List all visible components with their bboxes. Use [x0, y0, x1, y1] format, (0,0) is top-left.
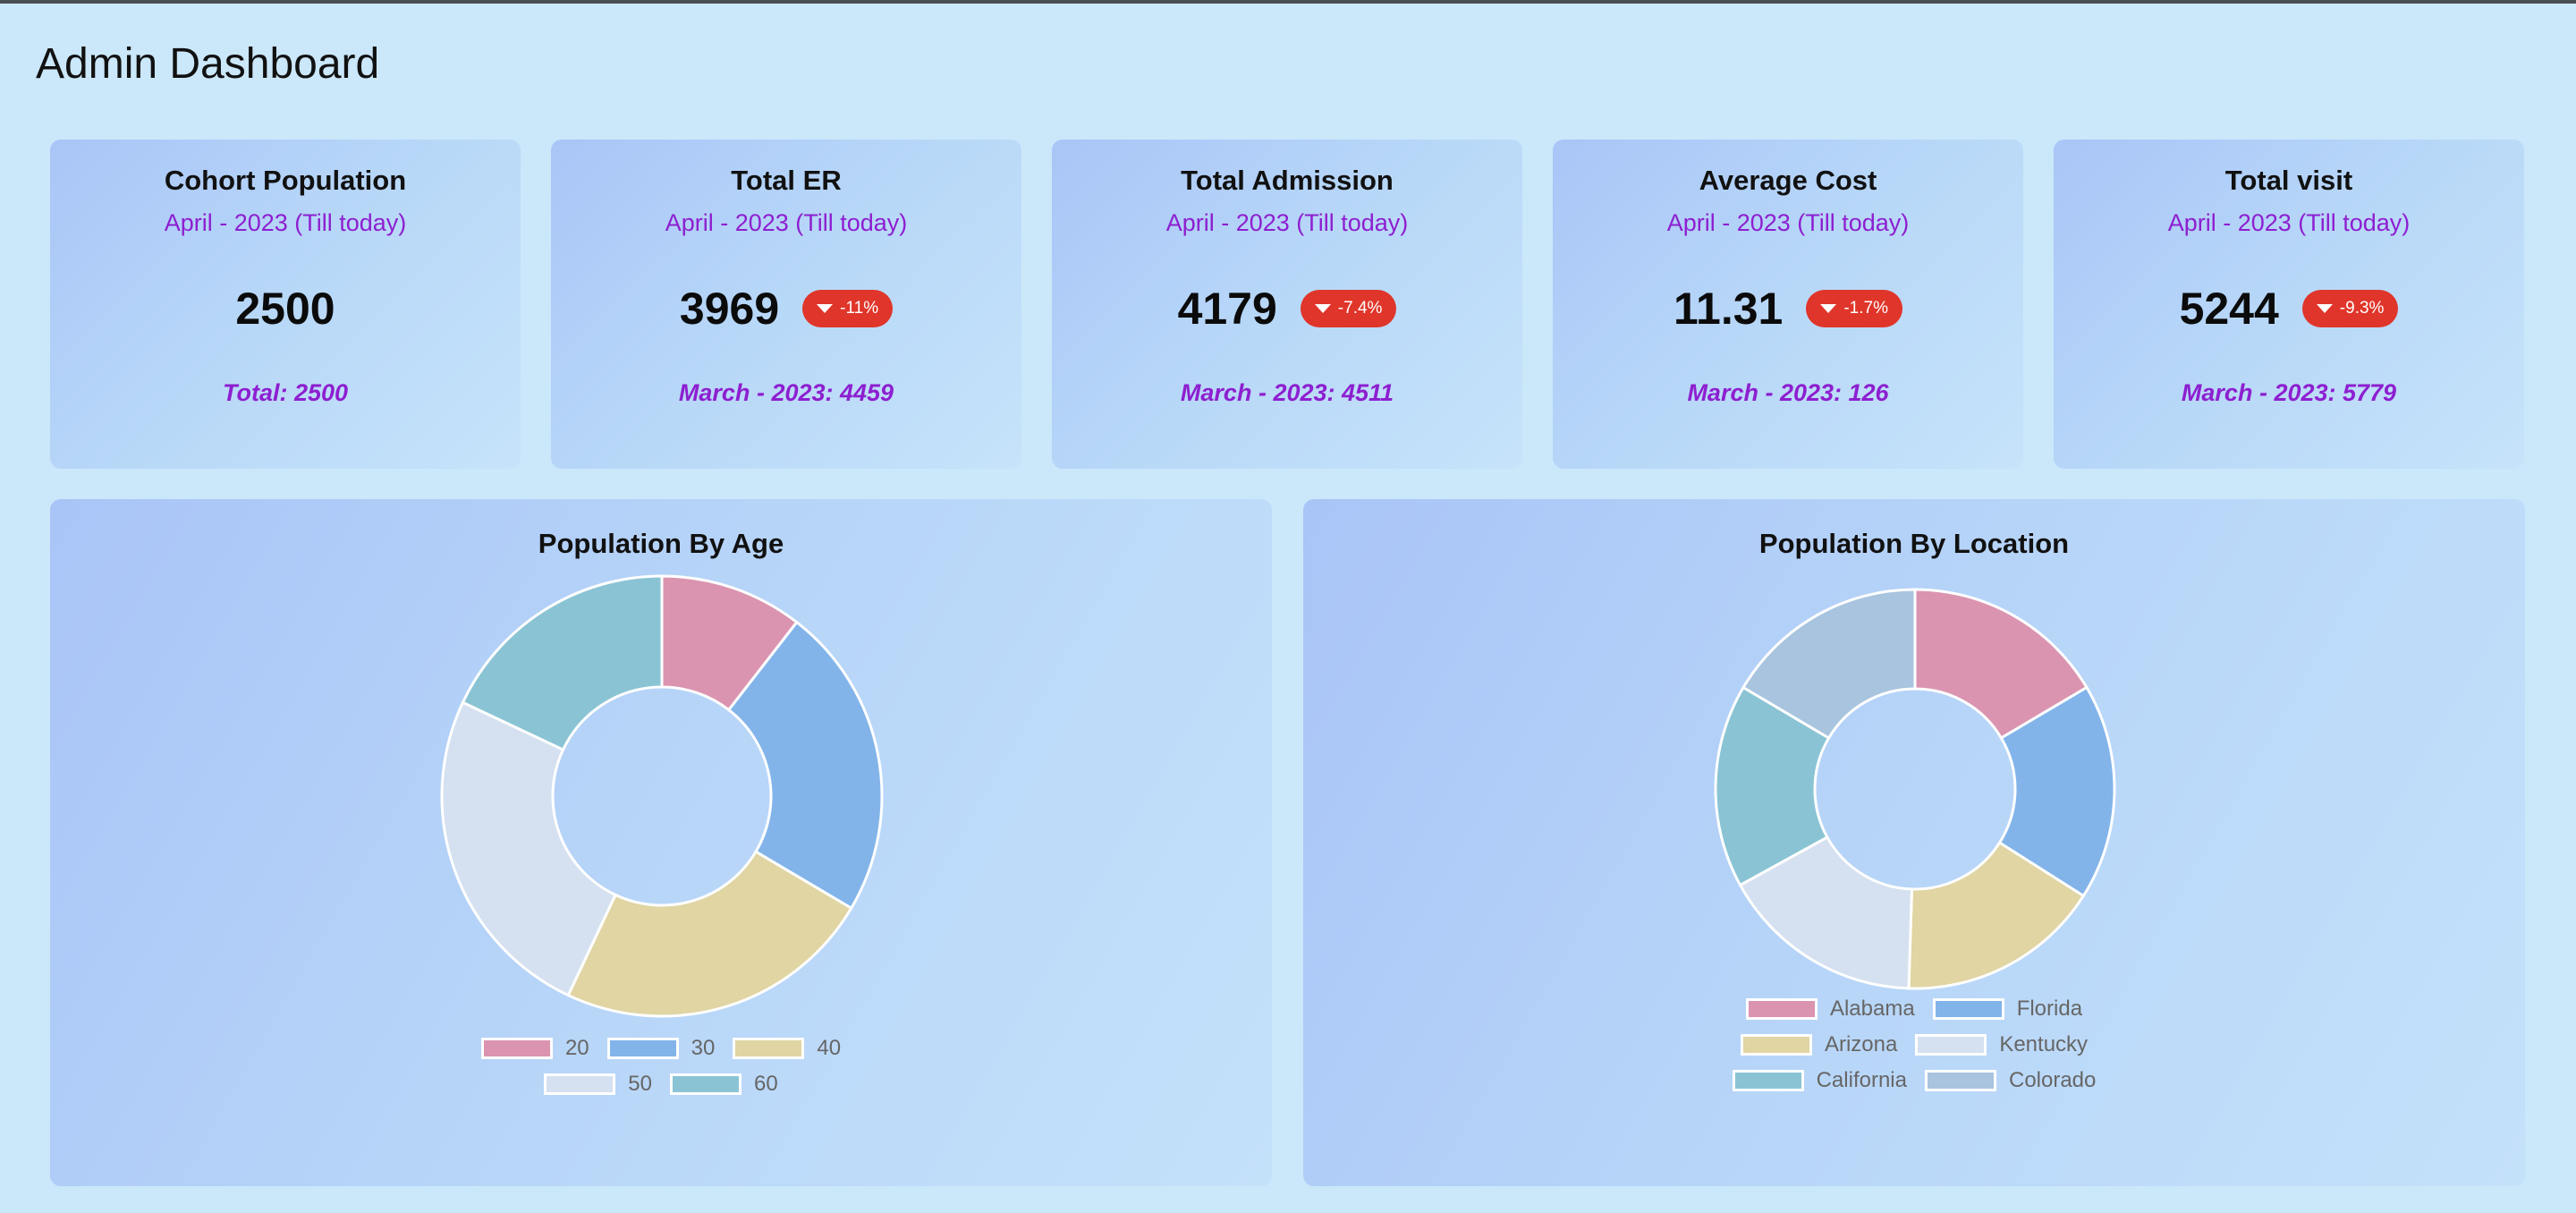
- kpi-card-period: April - 2023 (Till today): [1165, 209, 1409, 236]
- kpi-cards: Cohort Population April - 2023 (Till tod…: [50, 140, 2524, 469]
- kpi-card-period: April - 2023 (Till today): [665, 209, 908, 236]
- change-badge: -9.3%: [2301, 290, 2399, 327]
- legend-swatch: [1745, 998, 1818, 1020]
- slice-arizona[interactable]: [1907, 840, 2086, 990]
- legend-swatch: [733, 1038, 805, 1059]
- kpi-card-period: April - 2023 (Till today): [2167, 209, 2411, 236]
- legend-item-60[interactable]: 60: [670, 1072, 778, 1097]
- legend-label: 40: [817, 1036, 842, 1060]
- legend-label: 50: [628, 1072, 652, 1096]
- legend-swatch: [606, 1038, 679, 1059]
- legend-swatch: [670, 1073, 741, 1095]
- legend-item-40[interactable]: 40: [733, 1036, 841, 1061]
- slice-60[interactable]: [461, 574, 664, 752]
- legend-item-30[interactable]: 30: [606, 1036, 716, 1061]
- legend-label: 60: [754, 1072, 778, 1096]
- caret-down-icon: [1820, 304, 1837, 313]
- population-by-location-legend: Alabama Florida Arizona Kentucky California C…: [1303, 997, 2525, 1093]
- kpi-value-row: 5244 -9.3%: [2054, 283, 2524, 335]
- slice-colorado[interactable]: [1741, 588, 1917, 741]
- kpi-card-title: Cohort Population: [164, 165, 407, 196]
- legend-swatch: [1915, 1034, 1987, 1056]
- kpi-card-period: April - 2023 (Till today): [1666, 209, 1910, 236]
- slice-kentucky[interactable]: [1738, 835, 1914, 990]
- legend-item-florida[interactable]: Florida: [1932, 997, 2083, 1022]
- kpi-card-title: Total ER: [731, 165, 842, 196]
- population-by-age-panel: Population By Age 20 30 40 50 60: [50, 499, 1272, 1186]
- population-by-age-chart: [440, 574, 884, 1018]
- caret-down-icon: [817, 304, 834, 313]
- kpi-value-row: 11.31 -1.7%: [1553, 283, 2023, 335]
- chart-title: Population By Age: [538, 528, 784, 559]
- kpi-card-title: Total Admission: [1181, 165, 1394, 196]
- kpi-card-footnote: Total: 2500: [222, 379, 349, 406]
- legend-swatch: [480, 1038, 553, 1059]
- kpi-card-cohort-population: Cohort Population April - 2023 (Till tod…: [50, 140, 521, 469]
- window-top-border: [0, 0, 2576, 4]
- caret-down-icon: [2316, 304, 2333, 313]
- legend-swatch: [1924, 1070, 1996, 1091]
- kpi-card-footnote: March - 2023: 4459: [678, 379, 894, 406]
- change-badge: -7.4%: [1300, 290, 1397, 327]
- legend-item-alabama[interactable]: Alabama: [1745, 997, 1915, 1022]
- legend-label: Florida: [2016, 997, 2083, 1021]
- legend-label: 30: [691, 1036, 716, 1060]
- legend-label: California: [1816, 1068, 1907, 1092]
- page-title: Admin Dashboard: [36, 40, 380, 88]
- kpi-value-row: 2500: [50, 283, 521, 335]
- legend-item-arizona[interactable]: Arizona: [1740, 1032, 1898, 1057]
- kpi-card-title: Average Cost: [1699, 165, 1877, 196]
- legend-swatch: [1932, 998, 2004, 1020]
- kpi-card-value: 2500: [235, 284, 335, 334]
- slice-california[interactable]: [1714, 685, 1831, 887]
- slice-50[interactable]: [440, 700, 618, 997]
- legend-item-20[interactable]: 20: [480, 1036, 589, 1061]
- legend-item-colorado[interactable]: Colorado: [1924, 1068, 2097, 1093]
- chart-title: Population By Location: [1758, 528, 2070, 559]
- kpi-card-value: 5244: [2179, 284, 2279, 334]
- population-by-location-chart: [1714, 588, 2116, 990]
- kpi-card-total-visit: Total visit April - 2023 (Till today) 52…: [2054, 140, 2524, 469]
- kpi-card-footnote: March - 2023: 5779: [2181, 379, 2397, 406]
- kpi-card-value: 3969: [679, 284, 780, 334]
- change-badge-label: -7.4%: [1337, 299, 1383, 318]
- legend-swatch: [1732, 1070, 1804, 1091]
- legend-label: 20: [564, 1036, 589, 1060]
- kpi-value-row: 3969 -11%: [551, 283, 1021, 335]
- kpi-card-value: 4179: [1177, 284, 1277, 334]
- kpi-card-period: April - 2023 (Till today): [164, 209, 407, 236]
- kpi-card-average-cost: Average Cost April - 2023 (Till today) 1…: [1553, 140, 2023, 469]
- legend-item-california[interactable]: California: [1732, 1068, 1907, 1093]
- caret-down-icon: [1314, 304, 1331, 313]
- legend-label: Arizona: [1824, 1032, 1898, 1056]
- kpi-card-total-admission: Total Admission April - 2023 (Till today…: [1052, 140, 1522, 469]
- kpi-value-row: 4179 -7.4%: [1052, 283, 1522, 335]
- slice-40[interactable]: [566, 850, 853, 1018]
- kpi-card-value: 11.31: [1673, 284, 1784, 334]
- legend-swatch: [1740, 1034, 1812, 1056]
- change-badge: -1.7%: [1806, 290, 1902, 327]
- change-badge: -11%: [802, 290, 894, 327]
- legend-swatch: [544, 1073, 616, 1095]
- legend-label: Colorado: [2008, 1068, 2097, 1092]
- kpi-card-footnote: March - 2023: 126: [1687, 379, 1889, 406]
- kpi-card-title: Total visit: [2224, 165, 2353, 196]
- legend-item-kentucky[interactable]: Kentucky: [1915, 1032, 2088, 1057]
- change-badge-label: -1.7%: [1843, 299, 1888, 318]
- legend-label: Alabama: [1829, 997, 1915, 1021]
- kpi-card-total-er: Total ER April - 2023 (Till today) 3969 …: [551, 140, 1021, 469]
- kpi-card-footnote: March - 2023: 4511: [1180, 379, 1394, 406]
- slice-alabama[interactable]: [1913, 588, 2089, 741]
- population-by-age-legend: 20 30 40 50 60: [50, 1036, 1272, 1097]
- change-badge-label: -9.3%: [2339, 299, 2385, 318]
- legend-item-50[interactable]: 50: [544, 1072, 652, 1097]
- legend-label: Kentucky: [1999, 1032, 2089, 1056]
- change-badge-label: -11%: [840, 299, 879, 318]
- slice-florida[interactable]: [1997, 685, 2116, 898]
- population-by-location-panel: Population By Location Alabama Florida Ari…: [1303, 499, 2525, 1186]
- slice-30[interactable]: [726, 620, 884, 911]
